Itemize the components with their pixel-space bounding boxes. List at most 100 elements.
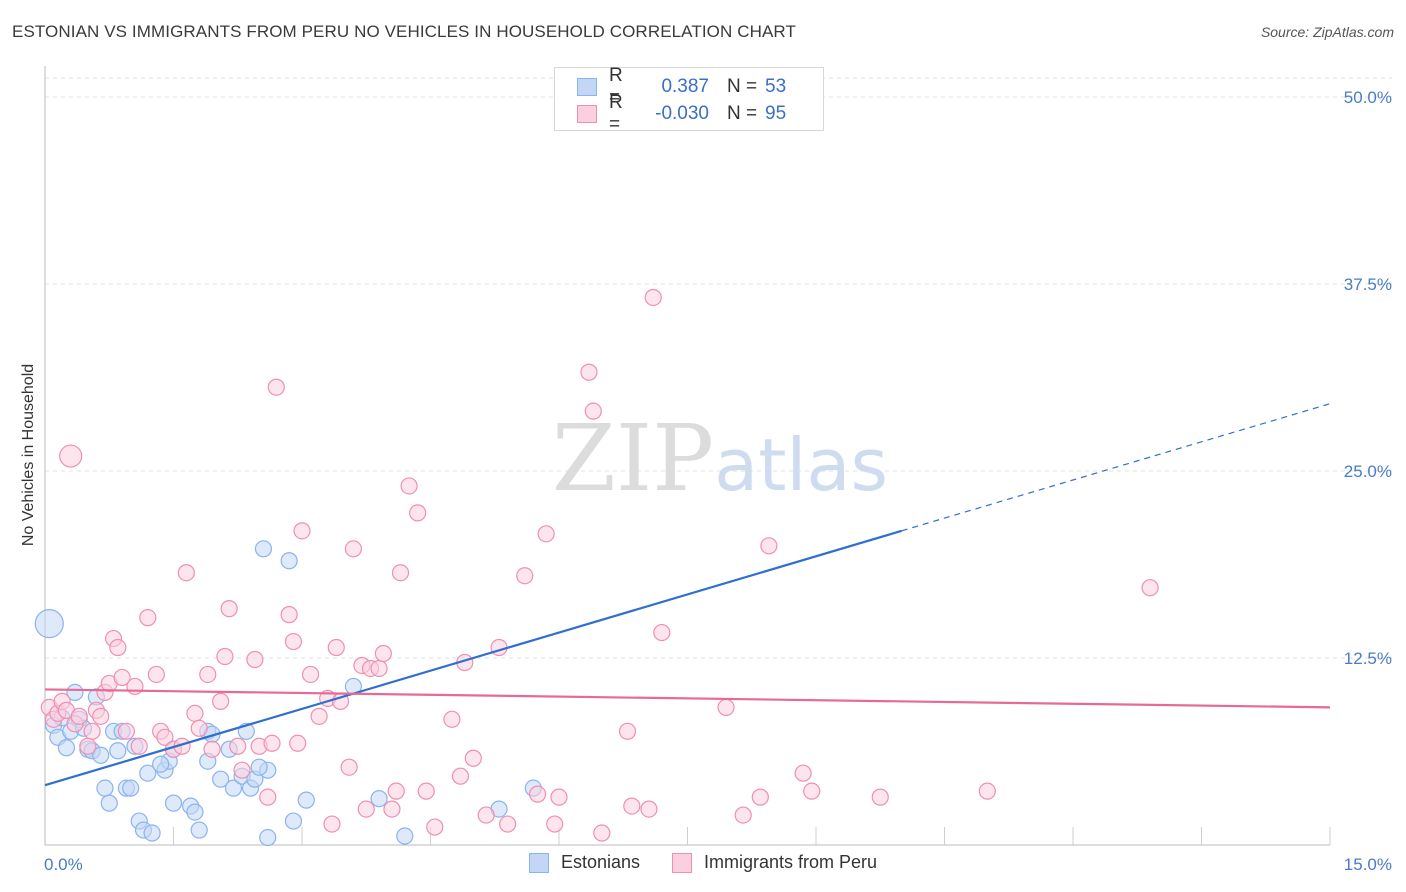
data-point (289, 734, 307, 752)
data-point (344, 540, 362, 558)
data-point (284, 812, 303, 830)
y-axis-label: No Vehicles in Household (20, 364, 37, 546)
data-point (370, 790, 388, 808)
legend-swatch-estonians (577, 78, 597, 96)
data-point (139, 609, 157, 627)
watermark: ZIPatlas (552, 405, 888, 512)
y-tick-labels: 12.5% 25.0% 37.5% 50.0% (1344, 88, 1392, 668)
y-tick-label: 12.5% (1344, 649, 1392, 668)
data-point (70, 707, 88, 725)
data-point (426, 818, 444, 836)
data-point (280, 606, 298, 624)
data-point (126, 677, 144, 696)
data-point (400, 477, 418, 495)
stats-legend: R = 0.387 N = 53 R = -0.030 N = 95 (554, 65, 824, 135)
watermark-atlas: atlas (714, 423, 888, 507)
data-points (34, 288, 1159, 847)
data-point (323, 815, 341, 833)
data-point (57, 739, 76, 757)
data-point (152, 755, 170, 773)
watermark-zip: ZIP (552, 405, 714, 512)
legend-label: Estonians (560, 852, 640, 872)
data-point (653, 623, 671, 642)
data-point (584, 402, 602, 420)
data-point (186, 704, 204, 722)
data-point (794, 764, 812, 782)
x-tick-label: 15.0% (1344, 855, 1392, 874)
legend-row-estonians: R = 0.387 N = 53 (577, 65, 787, 108)
data-point (340, 758, 358, 776)
legend-item-peru[interactable]: Immigrants from Peru (672, 852, 877, 873)
data-point (92, 707, 110, 725)
trend-line (44, 688, 1331, 709)
data-point (301, 665, 320, 684)
data-point (100, 794, 118, 812)
data-point (871, 788, 889, 806)
data-point (387, 782, 405, 800)
data-point (1141, 579, 1159, 597)
data-point (79, 737, 97, 755)
legend-swatch (672, 852, 692, 873)
data-point (83, 722, 101, 740)
data-point (618, 722, 637, 740)
data-point (164, 794, 183, 812)
data-point (267, 378, 285, 396)
x-tick-labels: 0.0% 15.0% (44, 855, 1392, 874)
data-point (443, 710, 461, 728)
data-point (464, 749, 482, 767)
data-point (297, 791, 315, 809)
data-point (383, 800, 401, 818)
data-point (546, 815, 564, 833)
data-point (396, 827, 414, 845)
data-point (147, 665, 165, 684)
y-tick-label: 50.0% (1344, 88, 1392, 107)
data-point (186, 803, 204, 821)
data-point (143, 824, 161, 842)
legend-label: Immigrants from Peru (704, 852, 878, 872)
data-point (717, 698, 735, 716)
data-point (477, 806, 495, 824)
r-label: R = (609, 92, 623, 135)
data-point (92, 746, 110, 764)
n-label: N = (727, 103, 758, 124)
data-point (417, 782, 435, 800)
data-point (66, 683, 84, 702)
data-point (580, 363, 598, 381)
data-point (280, 552, 298, 570)
data-point (516, 567, 534, 585)
data-point (370, 659, 388, 678)
data-point (109, 742, 127, 760)
n-value: 53 (765, 76, 787, 97)
data-point (177, 564, 195, 582)
data-point (734, 806, 752, 824)
x-tick-label: 0.0% (44, 855, 83, 874)
data-point (409, 504, 427, 522)
data-point (293, 522, 311, 540)
legend-swatch-peru (577, 105, 597, 123)
data-point (259, 788, 277, 806)
data-point (117, 722, 135, 740)
data-point (246, 650, 264, 669)
data-point (499, 815, 517, 833)
data-point (391, 564, 410, 582)
data-point (357, 800, 375, 818)
data-point (374, 644, 392, 663)
data-point (259, 828, 277, 847)
data-point (644, 288, 662, 307)
data-point (284, 632, 303, 651)
trend-line-extension (901, 403, 1331, 532)
data-point (254, 540, 273, 558)
data-point (59, 444, 83, 468)
data-point (212, 692, 230, 710)
legend-item-estonians[interactable]: Estonians (528, 852, 640, 873)
trend-line (44, 529, 902, 787)
y-tick-label: 25.0% (1344, 462, 1392, 481)
data-point (156, 728, 174, 746)
r-value: 0.387 (661, 76, 709, 97)
data-point (130, 737, 148, 755)
data-point (190, 719, 208, 737)
legend-row-peru: R = -0.030 N = 95 (577, 92, 786, 135)
data-point (327, 638, 345, 657)
data-point (113, 668, 131, 687)
